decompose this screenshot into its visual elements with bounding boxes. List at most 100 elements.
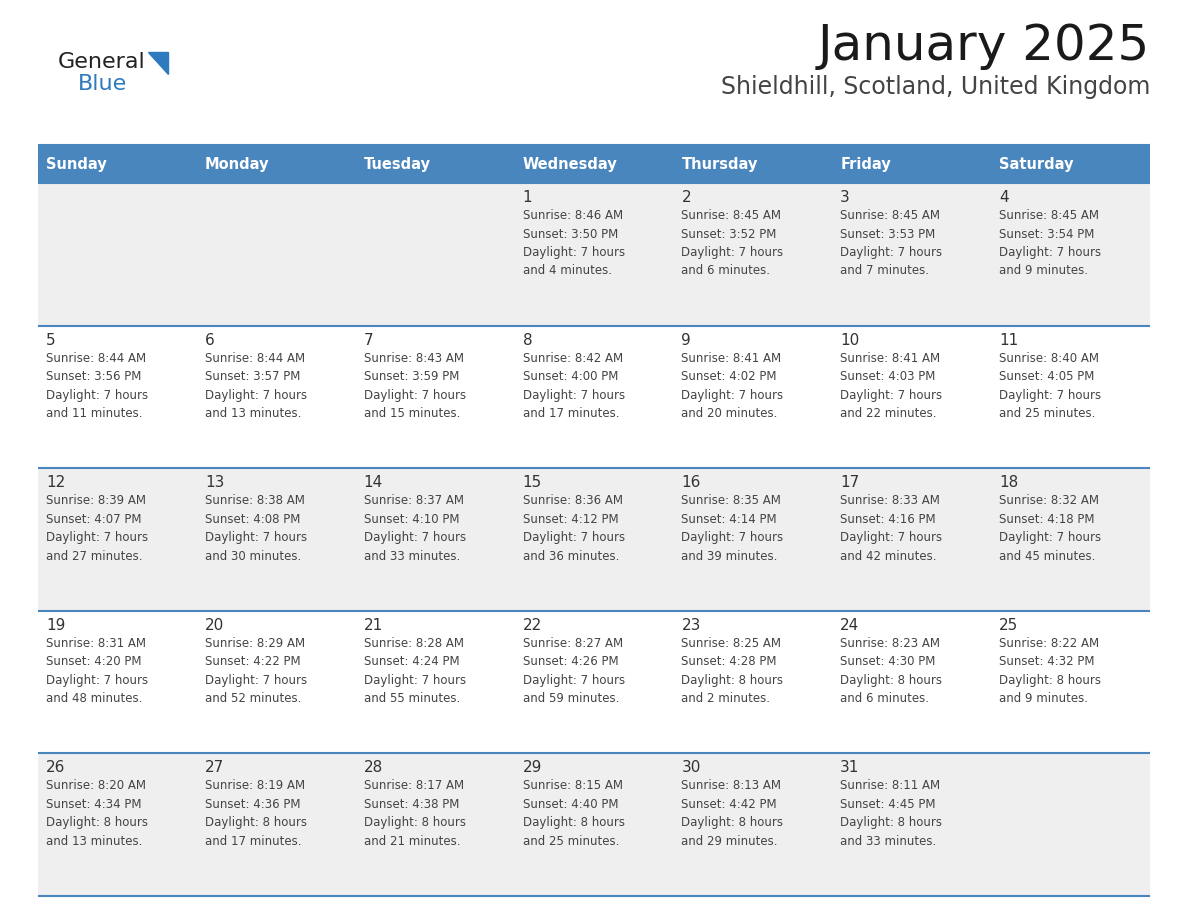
Text: Sunrise: 8:41 AM
Sunset: 4:02 PM
Daylight: 7 hours
and 20 minutes.: Sunrise: 8:41 AM Sunset: 4:02 PM Dayligh… bbox=[682, 352, 784, 420]
Text: Sunrise: 8:23 AM
Sunset: 4:30 PM
Daylight: 8 hours
and 6 minutes.: Sunrise: 8:23 AM Sunset: 4:30 PM Dayligh… bbox=[840, 637, 942, 705]
Text: Sunrise: 8:42 AM
Sunset: 4:00 PM
Daylight: 7 hours
and 17 minutes.: Sunrise: 8:42 AM Sunset: 4:00 PM Dayligh… bbox=[523, 352, 625, 420]
Text: Sunrise: 8:28 AM
Sunset: 4:24 PM
Daylight: 7 hours
and 55 minutes.: Sunrise: 8:28 AM Sunset: 4:24 PM Dayligh… bbox=[364, 637, 466, 705]
Text: 3: 3 bbox=[840, 190, 851, 205]
Bar bbox=[833, 145, 991, 183]
Bar bbox=[355, 145, 514, 183]
Bar bbox=[38, 326, 197, 468]
Text: 15: 15 bbox=[523, 476, 542, 490]
Bar bbox=[355, 326, 514, 468]
Text: Tuesday: Tuesday bbox=[364, 156, 431, 172]
Text: 27: 27 bbox=[204, 760, 225, 776]
Text: Sunrise: 8:44 AM
Sunset: 3:57 PM
Daylight: 7 hours
and 13 minutes.: Sunrise: 8:44 AM Sunset: 3:57 PM Dayligh… bbox=[204, 352, 307, 420]
Text: Sunrise: 8:45 AM
Sunset: 3:54 PM
Daylight: 7 hours
and 9 minutes.: Sunrise: 8:45 AM Sunset: 3:54 PM Dayligh… bbox=[999, 209, 1101, 277]
Text: Sunrise: 8:38 AM
Sunset: 4:08 PM
Daylight: 7 hours
and 30 minutes.: Sunrise: 8:38 AM Sunset: 4:08 PM Dayligh… bbox=[204, 494, 307, 563]
Text: 26: 26 bbox=[46, 760, 65, 776]
Text: 8: 8 bbox=[523, 332, 532, 348]
Text: 14: 14 bbox=[364, 476, 383, 490]
Bar bbox=[197, 145, 355, 183]
Text: 20: 20 bbox=[204, 618, 225, 633]
Text: 24: 24 bbox=[840, 618, 860, 633]
Text: 13: 13 bbox=[204, 476, 225, 490]
Bar bbox=[991, 183, 1150, 326]
Text: 21: 21 bbox=[364, 618, 383, 633]
Bar bbox=[355, 468, 514, 610]
Text: Saturday: Saturday bbox=[999, 156, 1074, 172]
Text: Sunrise: 8:40 AM
Sunset: 4:05 PM
Daylight: 7 hours
and 25 minutes.: Sunrise: 8:40 AM Sunset: 4:05 PM Dayligh… bbox=[999, 352, 1101, 420]
Text: General: General bbox=[58, 52, 146, 72]
Text: Sunrise: 8:45 AM
Sunset: 3:52 PM
Daylight: 7 hours
and 6 minutes.: Sunrise: 8:45 AM Sunset: 3:52 PM Dayligh… bbox=[682, 209, 784, 277]
Text: 11: 11 bbox=[999, 332, 1018, 348]
Text: Sunday: Sunday bbox=[46, 156, 107, 172]
Polygon shape bbox=[148, 52, 168, 74]
Text: Sunrise: 8:11 AM
Sunset: 4:45 PM
Daylight: 8 hours
and 33 minutes.: Sunrise: 8:11 AM Sunset: 4:45 PM Dayligh… bbox=[840, 779, 942, 848]
Bar bbox=[833, 610, 991, 754]
Bar bbox=[355, 183, 514, 326]
Bar bbox=[833, 754, 991, 896]
Bar bbox=[514, 183, 674, 326]
Text: 22: 22 bbox=[523, 618, 542, 633]
Text: 29: 29 bbox=[523, 760, 542, 776]
Text: 25: 25 bbox=[999, 618, 1018, 633]
Text: Sunrise: 8:35 AM
Sunset: 4:14 PM
Daylight: 7 hours
and 39 minutes.: Sunrise: 8:35 AM Sunset: 4:14 PM Dayligh… bbox=[682, 494, 784, 563]
Bar bbox=[674, 326, 833, 468]
Bar bbox=[197, 468, 355, 610]
Text: Sunrise: 8:22 AM
Sunset: 4:32 PM
Daylight: 8 hours
and 9 minutes.: Sunrise: 8:22 AM Sunset: 4:32 PM Dayligh… bbox=[999, 637, 1101, 705]
Bar bbox=[38, 754, 197, 896]
Text: 7: 7 bbox=[364, 332, 373, 348]
Bar bbox=[355, 754, 514, 896]
Text: Friday: Friday bbox=[840, 156, 891, 172]
Text: Monday: Monday bbox=[204, 156, 270, 172]
Bar bbox=[197, 610, 355, 754]
Text: Sunrise: 8:20 AM
Sunset: 4:34 PM
Daylight: 8 hours
and 13 minutes.: Sunrise: 8:20 AM Sunset: 4:34 PM Dayligh… bbox=[46, 779, 148, 848]
Text: 31: 31 bbox=[840, 760, 860, 776]
Text: 18: 18 bbox=[999, 476, 1018, 490]
Text: Sunrise: 8:36 AM
Sunset: 4:12 PM
Daylight: 7 hours
and 36 minutes.: Sunrise: 8:36 AM Sunset: 4:12 PM Dayligh… bbox=[523, 494, 625, 563]
Bar bbox=[833, 326, 991, 468]
Bar bbox=[38, 468, 197, 610]
Bar bbox=[514, 326, 674, 468]
Text: Sunrise: 8:39 AM
Sunset: 4:07 PM
Daylight: 7 hours
and 27 minutes.: Sunrise: 8:39 AM Sunset: 4:07 PM Dayligh… bbox=[46, 494, 148, 563]
Bar bbox=[674, 183, 833, 326]
Text: Shieldhill, Scotland, United Kingdom: Shieldhill, Scotland, United Kingdom bbox=[721, 75, 1150, 99]
Bar bbox=[674, 468, 833, 610]
Bar bbox=[991, 754, 1150, 896]
Text: 30: 30 bbox=[682, 760, 701, 776]
Text: Sunrise: 8:43 AM
Sunset: 3:59 PM
Daylight: 7 hours
and 15 minutes.: Sunrise: 8:43 AM Sunset: 3:59 PM Dayligh… bbox=[364, 352, 466, 420]
Text: 23: 23 bbox=[682, 618, 701, 633]
Text: Sunrise: 8:17 AM
Sunset: 4:38 PM
Daylight: 8 hours
and 21 minutes.: Sunrise: 8:17 AM Sunset: 4:38 PM Dayligh… bbox=[364, 779, 466, 848]
Bar bbox=[833, 468, 991, 610]
Bar bbox=[991, 326, 1150, 468]
Bar bbox=[514, 754, 674, 896]
Text: 5: 5 bbox=[46, 332, 56, 348]
Text: Sunrise: 8:27 AM
Sunset: 4:26 PM
Daylight: 7 hours
and 59 minutes.: Sunrise: 8:27 AM Sunset: 4:26 PM Dayligh… bbox=[523, 637, 625, 705]
Text: 16: 16 bbox=[682, 476, 701, 490]
Text: Sunrise: 8:45 AM
Sunset: 3:53 PM
Daylight: 7 hours
and 7 minutes.: Sunrise: 8:45 AM Sunset: 3:53 PM Dayligh… bbox=[840, 209, 942, 277]
Text: Sunrise: 8:25 AM
Sunset: 4:28 PM
Daylight: 8 hours
and 2 minutes.: Sunrise: 8:25 AM Sunset: 4:28 PM Dayligh… bbox=[682, 637, 783, 705]
Text: 12: 12 bbox=[46, 476, 65, 490]
Bar bbox=[514, 468, 674, 610]
Text: Sunrise: 8:44 AM
Sunset: 3:56 PM
Daylight: 7 hours
and 11 minutes.: Sunrise: 8:44 AM Sunset: 3:56 PM Dayligh… bbox=[46, 352, 148, 420]
Text: Blue: Blue bbox=[78, 74, 127, 94]
Text: Sunrise: 8:37 AM
Sunset: 4:10 PM
Daylight: 7 hours
and 33 minutes.: Sunrise: 8:37 AM Sunset: 4:10 PM Dayligh… bbox=[364, 494, 466, 563]
Bar bbox=[991, 145, 1150, 183]
Text: Thursday: Thursday bbox=[682, 156, 758, 172]
Text: Sunrise: 8:19 AM
Sunset: 4:36 PM
Daylight: 8 hours
and 17 minutes.: Sunrise: 8:19 AM Sunset: 4:36 PM Dayligh… bbox=[204, 779, 307, 848]
Text: Sunrise: 8:41 AM
Sunset: 4:03 PM
Daylight: 7 hours
and 22 minutes.: Sunrise: 8:41 AM Sunset: 4:03 PM Dayligh… bbox=[840, 352, 942, 420]
Bar bbox=[674, 145, 833, 183]
Text: 1: 1 bbox=[523, 190, 532, 205]
Text: Wednesday: Wednesday bbox=[523, 156, 618, 172]
Text: 9: 9 bbox=[682, 332, 691, 348]
Bar bbox=[991, 468, 1150, 610]
Text: 10: 10 bbox=[840, 332, 860, 348]
Text: Sunrise: 8:31 AM
Sunset: 4:20 PM
Daylight: 7 hours
and 48 minutes.: Sunrise: 8:31 AM Sunset: 4:20 PM Dayligh… bbox=[46, 637, 148, 705]
Bar bbox=[355, 610, 514, 754]
Text: 6: 6 bbox=[204, 332, 215, 348]
Bar bbox=[674, 610, 833, 754]
Bar bbox=[38, 183, 197, 326]
Text: January 2025: January 2025 bbox=[817, 22, 1150, 70]
Bar bbox=[833, 183, 991, 326]
Bar bbox=[38, 145, 197, 183]
Bar bbox=[514, 145, 674, 183]
Text: 28: 28 bbox=[364, 760, 383, 776]
Bar bbox=[197, 183, 355, 326]
